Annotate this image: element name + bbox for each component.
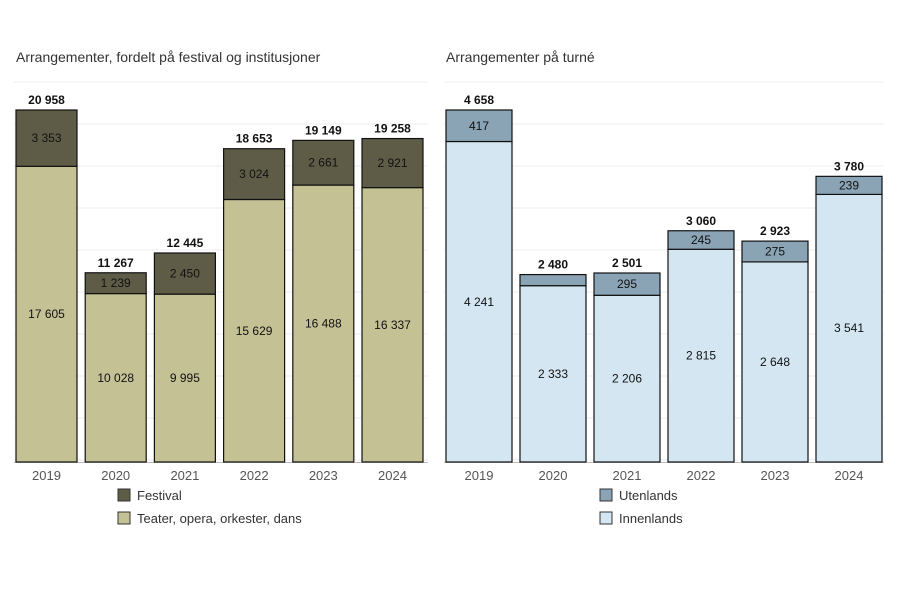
x-tick-label: 2020 [101,468,130,483]
bar-segment-utenlands [445,109,513,143]
x-tick-label: 2021 [170,468,199,483]
legend-swatch [599,488,613,502]
data-label: 15 629 [236,324,273,338]
data-label: 295 [617,277,637,291]
data-label: 2 921 [377,156,407,170]
total-label: 2 501 [612,256,642,270]
legend: Festival Teater, opera, orkester, dans [117,488,302,526]
bar-segment-teater-opera-orkester-dans [361,187,424,463]
legend-label: Teater, opera, orkester, dans [137,511,302,526]
bar-segment-festival [361,137,424,189]
bar-segment-festival [84,272,147,295]
bar-segment-teater-opera-orkester-dans [84,292,147,463]
data-label: 1 239 [101,276,131,290]
bar-segment-utenlands [593,272,661,296]
chart-events-by-type: Arrangementer, fordelt på festival og in… [14,49,428,526]
bar-segment-innenlands [445,140,513,463]
data-label: 16 488 [305,317,342,331]
data-label: 2 450 [170,267,200,281]
data-label: 9 995 [170,371,200,385]
total-label: 11 267 [98,256,134,270]
bar-segment-utenlands [741,240,809,263]
x-tick-label: 2021 [613,468,642,483]
total-label: 20 958 [28,93,65,107]
bar-segment-teater-opera-orkester-dans [292,184,355,463]
x-tick-label: 2022 [687,468,716,483]
bar-segment-festival [153,252,216,295]
x-tick-label: 2022 [240,468,269,483]
total-label: 19 149 [305,123,342,137]
legend-swatch [599,511,613,525]
data-label: 10 028 [97,371,134,385]
chart-title: Arrangementer på turné [446,49,595,65]
bar-segment-festival [292,139,355,186]
data-label: 3 353 [31,131,61,145]
x-tick-label: 2019 [465,468,494,483]
legend-swatch [117,488,131,502]
legend-label: Innenlands [619,511,683,526]
data-label: 417 [469,119,489,133]
bar-segment-festival [223,148,286,201]
chart-events-on-tour: Arrangementer på turné 4 241 417 4 658 2019… [444,49,884,526]
total-label: 2 923 [760,224,790,238]
data-label: 2 661 [308,156,338,170]
total-label: 4 658 [464,93,494,107]
legend-label: Utenlands [619,488,678,503]
x-tick-label: 2024 [835,468,864,483]
gridlines [444,81,884,461]
data-label: 239 [839,178,859,192]
bar-segment-innenlands [815,193,883,463]
bar-segment-utenlands [667,230,735,250]
data-label: 3 024 [239,167,269,181]
bar-segment-teater-opera-orkester-dans [223,198,286,463]
bar-segment-utenlands [815,175,883,196]
data-label: 16 337 [374,318,411,332]
data-label: 2 206 [612,372,642,386]
total-label: 3 060 [686,214,716,228]
data-label: 2 648 [760,355,790,369]
x-tick-label: 2023 [309,468,338,483]
total-label: 3 780 [834,159,864,173]
x-tick-label: 2023 [761,468,790,483]
data-label: 2 333 [538,367,568,381]
data-label: 17 605 [28,307,65,321]
legend: Utenlands Innenlands [599,488,683,526]
x-tick-label: 2024 [378,468,407,483]
data-label: 275 [765,245,785,259]
data-label: 2 815 [686,349,716,363]
x-tick-label: 2019 [32,468,61,483]
total-label: 19 258 [374,122,411,136]
x-tick-label: 2020 [539,468,568,483]
data-label: 245 [691,233,711,247]
chart-title: Arrangementer, fordelt på festival og in… [16,49,321,65]
legend-swatch [117,511,131,525]
bar-segment-teater-opera-orkester-dans [15,165,78,463]
data-label: 3 541 [834,321,864,335]
data-label: 4 241 [464,295,494,309]
bar-segment-innenlands [741,261,809,463]
bar-segment-innenlands [667,248,735,463]
gridlines [14,81,428,461]
bar-segment-innenlands [593,294,661,463]
bar-segment-utenlands [519,273,587,287]
legend-label: Festival [137,488,182,503]
bar-segment-festival [15,109,78,167]
total-label: 2 480 [538,258,568,272]
total-label: 18 653 [236,132,273,146]
bar-segment-teater-opera-orkester-dans [153,293,216,463]
total-label: 12 445 [167,236,204,250]
bar-segment-innenlands [519,285,587,463]
